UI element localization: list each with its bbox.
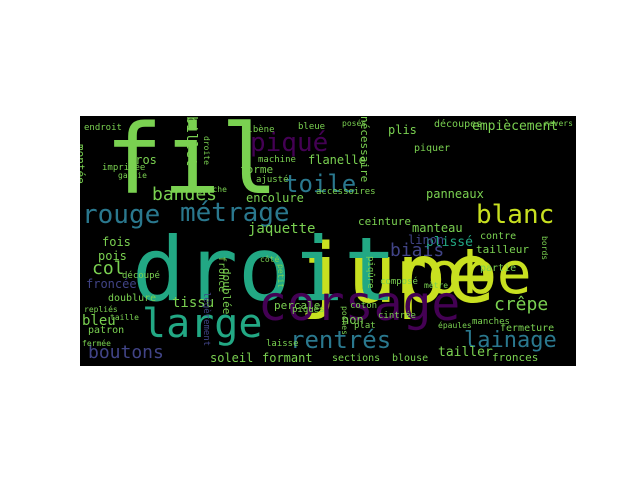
word-78: mètre: [424, 281, 449, 290]
word-72: piqûre: [365, 256, 375, 289]
word-75: tailler: [438, 345, 493, 360]
word-8: toile: [284, 170, 357, 198]
word-42: accessoires: [316, 187, 376, 197]
word-60: soleil: [210, 351, 254, 365]
word-48: fois: [102, 235, 131, 249]
word-19: empiècement: [472, 119, 559, 134]
word-39: découpes: [434, 119, 483, 130]
word-14: bandes: [152, 184, 218, 205]
word-50: froncée: [86, 277, 137, 291]
word-34: gauche: [198, 185, 227, 194]
word-25: tailleur: [476, 243, 529, 256]
word-4: corsage: [258, 276, 461, 332]
word-56: légèrement: [201, 292, 211, 347]
word-2: droit: [132, 218, 397, 321]
word-27: plissé: [426, 235, 473, 250]
word-18: tissu: [172, 295, 215, 311]
word-53: patron: [88, 325, 125, 336]
word-82: repliés: [84, 305, 118, 314]
word-69: non: [342, 313, 364, 327]
word-13: boutons: [88, 342, 164, 363]
word-1: fil: [105, 116, 279, 216]
word-65: côté: [260, 255, 280, 264]
word-61: laisse: [266, 339, 299, 349]
word-64: petit: [276, 264, 285, 289]
word-12: lainage: [464, 328, 557, 353]
word-15: biais: [390, 240, 445, 261]
word-37: billet: [183, 116, 199, 167]
word-46: gros: [128, 153, 157, 167]
word-30: flanelle: [308, 153, 366, 167]
word-55: fermée: [82, 339, 111, 348]
word-26: contre: [480, 231, 517, 242]
word-32: machine: [258, 155, 296, 165]
word-66: piqués: [292, 305, 325, 315]
word-7: piqué: [250, 128, 329, 158]
word-40: piquer: [414, 143, 451, 154]
word-85: bords: [540, 236, 549, 261]
word-54: taille: [110, 313, 139, 322]
word-3: robe: [392, 239, 532, 307]
word-68: coton: [350, 301, 378, 311]
word-63: percale: [274, 299, 321, 312]
word-16: col: [92, 258, 125, 279]
word-76: fronces: [492, 351, 539, 364]
word-62: formant: [262, 351, 313, 365]
word-20: jaquette: [248, 221, 316, 237]
word-81: épaules: [438, 321, 472, 330]
word-0: jupe: [298, 227, 496, 322]
word-74: blouse: [392, 353, 429, 364]
word-51: bleu: [82, 313, 116, 329]
word-21: encolure: [246, 191, 304, 205]
word-59: froncé: [216, 256, 227, 293]
word-29: linon: [408, 233, 445, 247]
word-44: imprimée: [102, 163, 146, 173]
word-73: poches: [340, 306, 349, 335]
word-33: ajusté: [256, 175, 289, 185]
word-35: bleue: [298, 122, 326, 132]
word-83: droite: [202, 136, 211, 165]
word-23: panneaux: [426, 187, 484, 201]
word-79: manches: [472, 317, 510, 327]
word-10: rouge: [82, 200, 161, 230]
word-22: ceinture: [358, 215, 411, 228]
word-77: composé: [380, 277, 418, 287]
word-70: plat: [354, 321, 376, 331]
word-31: forme: [240, 163, 274, 176]
word-80: fermeture: [500, 323, 555, 334]
word-38: plis: [388, 123, 417, 137]
word-52: doublure: [108, 293, 157, 304]
word-9: blanc: [476, 200, 555, 230]
word-67: sections: [332, 353, 381, 364]
word-71: cintrée: [378, 311, 416, 321]
word-28: partie: [480, 263, 517, 274]
word-49: pois: [98, 249, 127, 263]
word-86: revers: [544, 119, 573, 128]
word-24: manteau: [412, 221, 463, 235]
word-84: posés: [342, 119, 367, 128]
word-36: albène: [242, 125, 275, 135]
word-11: rentrés: [290, 326, 392, 354]
word-6: métrage: [180, 198, 290, 228]
word-5: large: [142, 301, 263, 347]
word-57: découpé: [122, 271, 160, 281]
word-47: montée: [80, 144, 87, 184]
word-17: crêpe: [494, 294, 549, 315]
word-45: garnie: [118, 171, 147, 180]
word-43: endroit: [84, 123, 122, 133]
word-cloud: jupe fil droit robe corsage large métrage piqué…: [80, 116, 576, 366]
